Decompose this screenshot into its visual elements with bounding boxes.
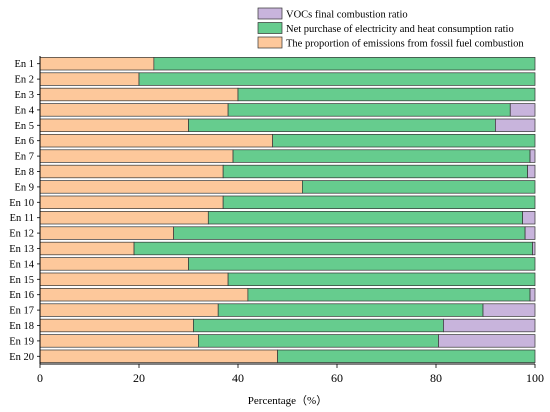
- bar-en-6-series-1: [39, 134, 273, 148]
- bar-en-19-series-1: [39, 334, 199, 348]
- y-tick-label: En 5: [14, 121, 34, 132]
- bar-en-4-series-3: [509, 103, 536, 117]
- bar-en-12-series-3: [524, 226, 536, 240]
- bar-en-3-series-2: [237, 87, 536, 102]
- bar-en-17-series-3: [482, 303, 536, 317]
- bar-en-13-series-3: [532, 241, 536, 256]
- y-tick-label: En 19: [9, 336, 34, 347]
- bar-en-8-series-1: [39, 164, 224, 179]
- y-tick-label: En 8: [14, 167, 34, 178]
- bar-en-17-series-1: [39, 303, 219, 317]
- legend-label: VOCs final combustion ratio: [286, 10, 408, 21]
- bar-en-5-series-1: [39, 118, 189, 132]
- legend-label: The proportion of emissions from fossil …: [286, 39, 524, 50]
- legend: VOCs final combustion ratio Net purchase …: [257, 7, 524, 50]
- bar-en-19-series-3: [438, 334, 536, 348]
- bar-en-2-series-1: [39, 72, 140, 86]
- bar-en-13-series-1: [39, 241, 135, 256]
- bar-en-14-series-2: [188, 257, 536, 271]
- bar-en-16-series-1: [39, 288, 249, 302]
- bar-en-9-series-2: [302, 180, 536, 194]
- bar-en-13-series-2: [133, 241, 533, 256]
- y-tick-label: En 16: [9, 290, 34, 301]
- y-tick-label: En 6: [14, 136, 34, 147]
- legend-swatch-vocs-final-combustion-ratio: [257, 7, 283, 20]
- y-tick-label: En 11: [10, 213, 34, 224]
- bar-en-16-series-2: [247, 288, 531, 302]
- bar-en-10-series-1: [39, 195, 224, 209]
- bar-en-7-series-1: [39, 149, 234, 163]
- x-tick-label: 0: [37, 371, 43, 385]
- bar-en-20-series-2: [277, 349, 536, 363]
- bars-layer: [39, 57, 536, 363]
- bar-en-18-series-1: [39, 318, 194, 333]
- y-tick-label: En 14: [9, 259, 35, 270]
- bar-en-1-series-2: [153, 57, 536, 71]
- bar-en-11-series-1: [39, 211, 209, 225]
- y-tick-label: En 10: [9, 198, 34, 209]
- bar-en-11-series-2: [207, 211, 523, 225]
- y-tick-label: En 17: [9, 306, 34, 317]
- bar-en-18-series-3: [443, 318, 536, 333]
- bar-en-15-series-1: [39, 272, 229, 286]
- bar-en-17-series-2: [217, 303, 484, 317]
- bar-en-2-series-2: [138, 72, 536, 86]
- bar-en-7-series-2: [232, 149, 531, 163]
- y-tick-label: En 1: [14, 59, 34, 70]
- bar-en-10-series-2: [222, 195, 536, 209]
- x-tick-label: 60: [331, 371, 343, 385]
- x-tick-label: 80: [430, 371, 442, 385]
- bar-en-8-series-3: [527, 164, 536, 179]
- y-tick-label: En 9: [14, 182, 34, 193]
- bar-en-4-series-2: [227, 103, 511, 117]
- x-axis-title: Percentage（%）: [248, 394, 327, 407]
- bar-en-11-series-3: [522, 211, 536, 225]
- bar-en-15-series-2: [227, 272, 536, 286]
- y-tick-label: En 7: [14, 152, 34, 163]
- bar-en-9-series-1: [39, 180, 303, 194]
- y-tick-label: En 18: [9, 321, 34, 332]
- y-tick-label: En 13: [9, 244, 34, 255]
- bar-en-5-series-2: [188, 118, 496, 132]
- y-tick-label: En 20: [9, 352, 34, 363]
- y-tick-label: En 12: [9, 229, 34, 240]
- bar-en-20-series-1: [39, 349, 278, 363]
- y-tick-label: En 4: [14, 105, 34, 116]
- bar-en-18-series-2: [193, 318, 444, 333]
- bar-en-6-series-2: [272, 134, 536, 148]
- bar-en-14-series-1: [39, 257, 189, 271]
- bar-en-16-series-3: [529, 288, 536, 302]
- x-tick-label: 20: [133, 371, 145, 385]
- bar-en-5-series-3: [495, 118, 536, 132]
- y-tick-label: En 3: [14, 90, 34, 101]
- bar-en-7-series-3: [529, 149, 536, 163]
- legend-label: Net purchase of electricity and heat con…: [286, 24, 514, 35]
- bar-en-12-series-2: [173, 226, 526, 240]
- bar-en-1-series-1: [39, 57, 155, 71]
- bar-en-19-series-2: [198, 334, 439, 348]
- bar-en-3-series-1: [39, 87, 239, 102]
- bar-en-8-series-2: [222, 164, 528, 179]
- y-tick-label: En 2: [14, 75, 34, 86]
- x-tick-label: 40: [232, 371, 244, 385]
- legend-swatch-the-proportion-of-emissions-from-fossil-fuel-combustion: [257, 36, 283, 49]
- bar-en-4-series-1: [39, 103, 229, 117]
- legend-swatch-net-purchase-of-electricity-and-heat-consumption-ratio: [257, 22, 283, 34]
- y-tick-label: En 15: [9, 275, 34, 286]
- bar-en-12-series-1: [39, 226, 174, 240]
- axes-layer: En 1 En 2 En 3 En 4 En 5 En 6 En 7 En 8 En 9 En 1…: [9, 56, 544, 407]
- x-tick-label: 100: [526, 371, 544, 385]
